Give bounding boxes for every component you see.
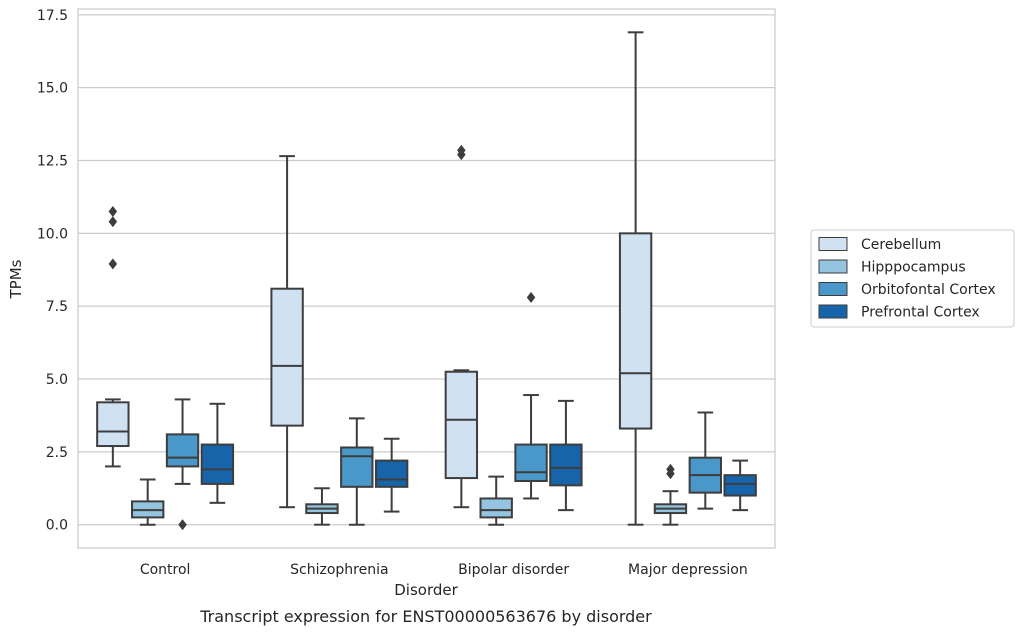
y-tick-label: 7.5 [46, 299, 68, 315]
box [270, 155, 304, 509]
y-axis-label: TPMs [7, 259, 25, 299]
box [688, 411, 722, 510]
y-tick-label: 0.0 [46, 518, 68, 534]
outlier-point [526, 291, 536, 304]
legend-label: Cerebellum [861, 237, 941, 253]
legend-swatch [818, 237, 848, 251]
x-tick-label: Schizophrenia [290, 562, 388, 578]
chart-title: Transcript expression for ENST0000056367… [199, 607, 652, 626]
box-body [549, 443, 583, 487]
plot-frame [77, 8, 776, 549]
box-body [723, 474, 757, 497]
box-body [200, 443, 235, 485]
box-body [514, 443, 548, 482]
box [723, 459, 757, 512]
box [374, 437, 409, 513]
legend-swatch [818, 282, 848, 296]
x-axis-ticks: Control Schizophrenia Bipolar disorder Majo… [140, 562, 748, 578]
box-body [444, 370, 479, 480]
y-axis-ticks: 0.0 2.5 5.0 7.5 10.0 12.5 15.0 17.5 [37, 8, 68, 534]
outlier-point [457, 144, 466, 156]
box [131, 478, 165, 526]
box [653, 463, 688, 526]
x-tick-label: Bipolar disorder [458, 562, 569, 578]
x-tick-label: Major depression [628, 562, 748, 578]
outlier-point [108, 205, 118, 218]
box [514, 291, 548, 500]
box [165, 398, 200, 531]
y-tick-label: 2.5 [46, 445, 68, 461]
box [340, 417, 374, 526]
box-body [96, 401, 130, 448]
y-tick-label: 10.0 [37, 226, 68, 242]
legend-label: Hipppocampus [861, 260, 966, 276]
box [305, 487, 339, 526]
legend-swatch [818, 259, 848, 274]
legend: Cerebellum Hipppocampus Orbitofontal Corte… [810, 229, 1015, 328]
y-tick-label: 5.0 [46, 372, 68, 388]
box-body [374, 459, 409, 488]
x-axis-label: Disorder [394, 581, 458, 599]
boxes [96, 31, 757, 531]
outlier-point [108, 258, 118, 270]
box-body [618, 232, 653, 430]
legend-label: Orbitofontal Cortex [861, 282, 996, 298]
box [479, 475, 513, 526]
legend-frame [810, 229, 1015, 328]
box [618, 31, 653, 526]
box-body [270, 287, 304, 427]
box [200, 402, 235, 504]
outlier-point [178, 519, 187, 531]
box [96, 205, 130, 468]
outlier-point [666, 463, 675, 475]
x-tick-label: Control [140, 562, 191, 578]
box-body [340, 446, 374, 488]
legend-swatch [818, 304, 848, 319]
box [549, 399, 583, 512]
y-tick-label: 15.0 [37, 81, 68, 97]
box-body [479, 497, 513, 519]
y-tick-label: 17.5 [37, 8, 68, 24]
y-tick-label: 12.5 [37, 154, 68, 170]
box-body [165, 433, 200, 468]
legend-label: Prefrontal Cortex [861, 305, 980, 321]
outlier-point [108, 216, 118, 228]
box [444, 144, 479, 509]
